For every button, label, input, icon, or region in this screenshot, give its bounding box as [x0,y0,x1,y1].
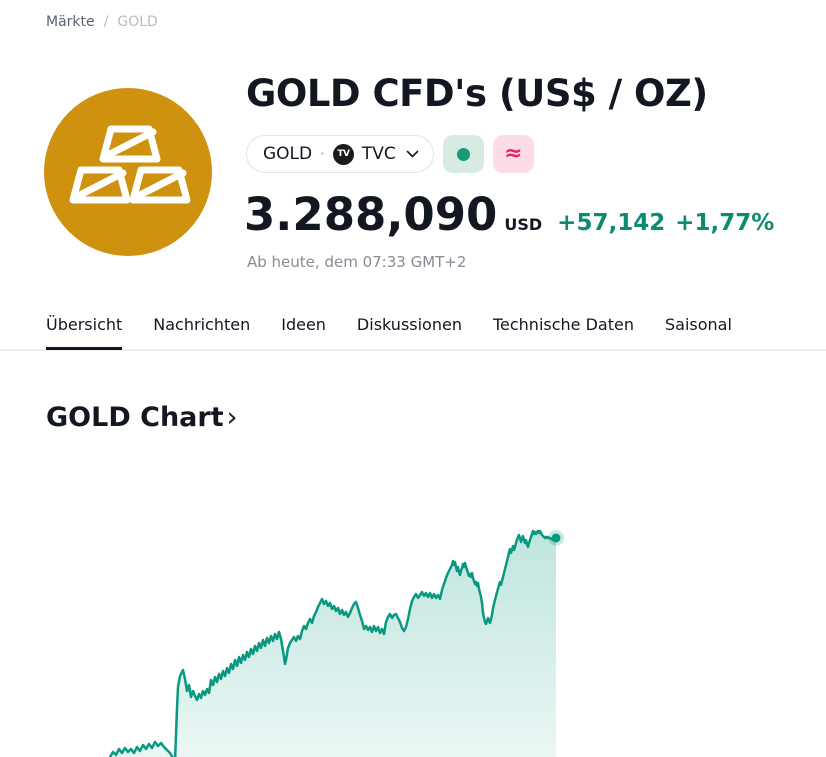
price-change-absolute: +57,142 [557,210,666,236]
chart-marker-dot [551,533,561,543]
approx-icon: ≈ [504,141,523,166]
price-currency: USD [504,215,543,234]
tab-technische-daten[interactable]: Technische Daten [492,315,634,334]
tab-ideen[interactable]: Ideen [281,315,326,334]
tab-saisonal[interactable]: Saisonal [664,315,732,334]
chevron-right-icon: › [226,402,238,433]
price-timestamp: Ab heute, dem 07:33 GMT+2 [247,253,467,271]
gold-chart-svg [108,529,564,757]
exchange-code: TVC [361,144,396,164]
tab-diskussionen[interactable]: Diskussionen [356,315,462,334]
symbol-source-dropdown[interactable]: GOLD · TV TVC [246,135,434,173]
price-row: 3.288,090 USD +57,142 +1,77% [244,188,774,241]
breadcrumb-markets-link[interactable]: Märkte [46,14,95,30]
price-chart[interactable] [0,480,826,757]
breadcrumb-separator: / [103,14,109,30]
price-value: 3.288,090 [244,188,498,241]
gold-bars-icon [44,88,212,256]
market-open-dot-icon [456,147,470,161]
tab-bar: Übersicht Nachrichten Ideen Diskussionen… [46,315,732,350]
gold-chart-heading: GOLD Chart [46,402,224,433]
approximation-badge[interactable]: ≈ [492,135,534,173]
symbol-badge-row: GOLD · TV TVC ≈ [246,135,534,173]
breadcrumb: Märkte / GOLD [46,14,158,30]
price-change-percent: +1,77% [675,210,775,236]
market-status-badge[interactable] [442,135,484,173]
tab-bar-divider [0,349,826,351]
breadcrumb-current: GOLD [117,14,158,30]
tradingview-logo-icon: TV [332,143,354,165]
chart-line-path [108,529,558,757]
tab-nachrichten[interactable]: Nachrichten [153,315,251,334]
gold-chart-link[interactable]: GOLD Chart › [46,402,237,433]
page-title: GOLD CFD's (US$ / OZ) [246,72,708,115]
symbol-code: GOLD [263,144,313,164]
tab-uebersicht[interactable]: Übersicht [46,315,123,350]
pill-separator: · [320,145,325,163]
chevron-down-icon [406,150,419,159]
chart-area-path [110,531,556,757]
